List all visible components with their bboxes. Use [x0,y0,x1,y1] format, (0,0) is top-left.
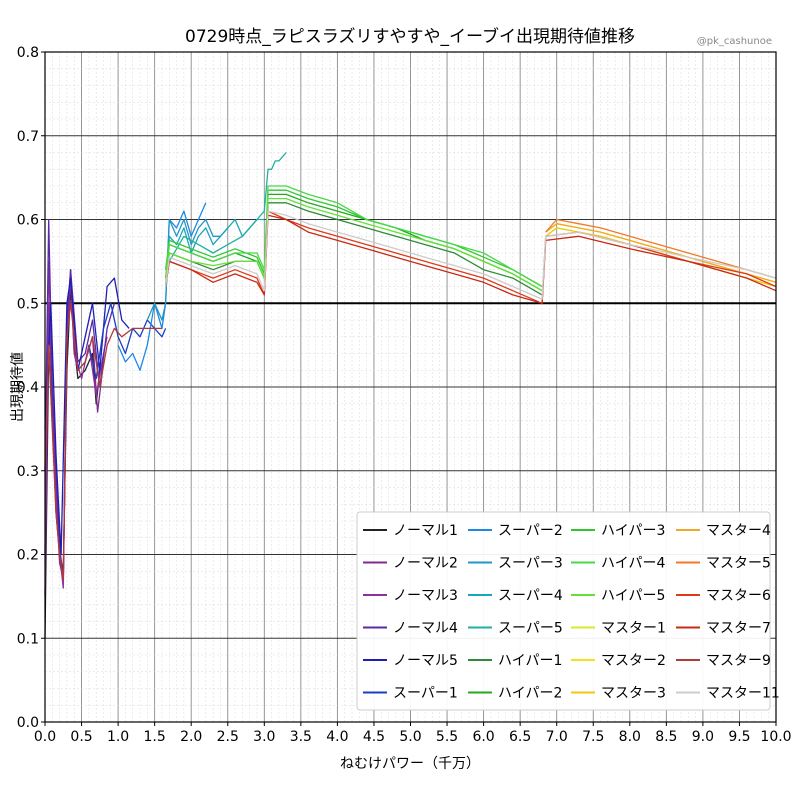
x-tick-label: 7.0 [546,729,568,745]
legend-entry-label: スーパー5 [498,621,563,637]
series-line [545,223,777,283]
x-tick-label: 5.0 [399,729,421,745]
legend-entry-label: マスター7 [706,621,771,637]
series-lines [44,152,777,639]
legend-entry-label: ハイパー1 [498,653,562,669]
chart-title: 0729時点_ラピスラズリすやすや_イーブイ出現期待値推移 [185,26,635,47]
series-line [164,210,777,300]
x-tick-label: 6.5 [509,729,531,745]
series-line [168,152,287,262]
legend-entry-label: マスター6 [706,588,771,604]
x-tick-label: 5.5 [436,729,458,745]
x-tick-label: 9.0 [692,729,714,745]
series-line [44,302,162,581]
watermark-text: @pk_cashunoe [697,36,772,47]
x-tick-label: 2.5 [217,729,239,745]
x-tick-label: 8.0 [619,729,641,745]
legend-entry-label: マスター11 [706,686,780,702]
series-line [164,202,543,296]
legend-entry-label: スーパー3 [498,556,563,572]
legend-entry-label: スーパー1 [393,686,458,702]
legend-box [356,511,771,711]
legend-entry-label: ハイパー3 [601,523,665,539]
y-tick-label: 0.6 [17,213,39,229]
y-tick-label: 0.3 [17,464,39,480]
legend-entry-label: スーパー4 [498,588,563,604]
y-tick-label: 0.1 [17,631,39,647]
x-tick-label: 6.0 [472,729,494,745]
legend-entry-label: ノーマル5 [393,653,458,669]
legend-entry-label: ノーマル1 [393,523,458,539]
legend-entry-label: マスター2 [601,653,666,669]
series-line [164,185,543,288]
x-tick-label: 9.5 [728,729,750,745]
x-tick-label: 3.0 [253,729,275,745]
legend-entry-label: ノーマル3 [393,588,458,604]
legend-entry-label: ノーマル2 [393,556,458,572]
series-line [146,218,229,321]
y-tick-label: 0.0 [17,715,39,731]
tick-labels: 0.0 0.5 1.0 1.5 2.0 2.5 3.0 3.5 4.0 4.5 5.0 5.5 6.0 6… [17,45,792,745]
legend-entry-label: ノーマル4 [393,621,458,637]
x-tick-label: 8.5 [655,729,677,745]
legend-entry-label: マスター4 [706,523,771,539]
x-tick-label: 0.0 [34,729,56,745]
series-line [44,277,130,556]
series-line [88,302,167,380]
y-tick-label: 0.4 [17,380,39,396]
legend-entry-label: マスター5 [706,556,771,572]
legend-entry-label: ハイパー5 [601,588,665,604]
legend-entry-label: マスター3 [601,686,666,702]
y-tick-label: 0.7 [17,129,39,145]
series-line [164,197,543,292]
legend: ノーマル1 ノーマル2 ノーマル3 ノーマル4 ノーマル5 スーパー1 スーパー2 スーパー3… [356,511,780,711]
x-tick-label: 10.0 [760,729,791,745]
x-tick-label: 3.5 [290,729,312,745]
x-tick-label: 4.5 [363,729,385,745]
series-line [117,202,207,371]
x-tick-label: 4.0 [326,729,348,745]
legend-entry-label: ハイパー2 [498,686,562,702]
series-line [164,214,777,304]
y-axis-label: 出現期待値 [10,352,26,422]
legend-entry-label: ハイパー4 [601,556,665,572]
x-tick-label: 2.0 [180,729,202,745]
legend-entry-label: マスター9 [706,653,771,669]
x-axis-label: ねむけパワー（千万） [340,756,480,772]
x-tick-label: 7.5 [582,729,604,745]
series-line [545,218,777,279]
x-tick-label: 1.0 [107,729,129,745]
x-tick-label: 1.5 [144,729,166,745]
legend-entry-label: スーパー2 [498,523,563,539]
y-tick-label: 0.5 [17,296,39,312]
y-tick-label: 0.8 [17,45,39,61]
x-tick-label: 0.5 [70,729,92,745]
series-line [164,189,543,288]
y-tick-label: 0.2 [17,548,39,564]
legend-entry-label: マスター1 [601,621,666,637]
